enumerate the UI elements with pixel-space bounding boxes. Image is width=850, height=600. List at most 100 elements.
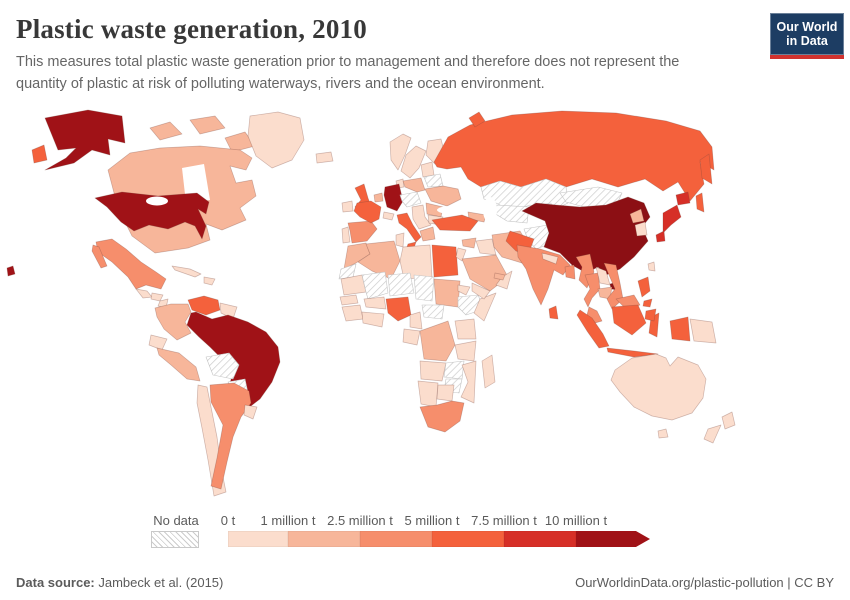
country-sri-lanka[interactable] <box>548 305 559 320</box>
country-ireland[interactable] <box>341 200 354 213</box>
country-honduras[interactable] <box>150 292 164 302</box>
country-thailand[interactable] <box>583 272 601 308</box>
legend-band-1[interactable] <box>288 531 360 547</box>
country-israel-jordan[interactable] <box>455 247 467 262</box>
country-hispaniola[interactable] <box>203 276 216 286</box>
country-bolivia[interactable] <box>205 352 240 380</box>
country-dr-congo[interactable] <box>419 320 456 362</box>
country-chad[interactable] <box>413 274 435 302</box>
country-new-zealand-north[interactable] <box>721 411 736 430</box>
country-turkey[interactable] <box>431 214 479 232</box>
country-somalia[interactable] <box>473 292 497 322</box>
country-car[interactable] <box>421 304 445 320</box>
country-philippines-mindanao[interactable] <box>644 308 657 322</box>
legend-band-0[interactable] <box>228 531 288 547</box>
country-burkina-faso[interactable] <box>363 296 387 310</box>
country-taiwan[interactable] <box>647 261 656 272</box>
country-baltics[interactable] <box>420 161 435 178</box>
country-botswana[interactable] <box>436 384 455 402</box>
country-north-korea[interactable] <box>629 208 645 224</box>
country-zambia[interactable] <box>443 360 465 380</box>
legend-band-3[interactable] <box>432 531 504 547</box>
country-cameroon[interactable] <box>409 311 423 330</box>
country-russia-chukotka[interactable] <box>31 144 48 164</box>
legend-band-4[interactable] <box>504 531 576 547</box>
country-russia[interactable] <box>433 110 715 202</box>
legend-band-2[interactable] <box>360 531 432 547</box>
country-france[interactable] <box>353 200 382 224</box>
country-china[interactable] <box>521 196 651 276</box>
country-indonesia-papua[interactable] <box>669 316 691 342</box>
country-germany[interactable] <box>383 183 404 212</box>
country-oman[interactable] <box>495 270 513 290</box>
country-japan-hokkaido[interactable] <box>675 191 691 206</box>
legend-no-data-swatch[interactable] <box>151 531 199 548</box>
owid-logo[interactable]: Our World in Data <box>770 13 844 59</box>
country-eritrea[interactable] <box>457 284 471 296</box>
country-papua-new-guinea[interactable] <box>689 318 717 344</box>
country-new-zealand-south[interactable] <box>703 424 722 444</box>
country-south-korea[interactable] <box>634 221 648 237</box>
country-japan-kyushu[interactable] <box>655 230 666 243</box>
country-italy[interactable] <box>396 212 422 243</box>
country-canada-arctic-2[interactable] <box>189 115 226 135</box>
country-philippines-visayas[interactable] <box>642 298 653 308</box>
country-cuba[interactable] <box>171 265 202 278</box>
country-united-states-alaska[interactable] <box>44 109 126 171</box>
country-angola[interactable] <box>419 360 447 382</box>
country-australia[interactable] <box>610 353 707 421</box>
country-indonesia-sumatra[interactable] <box>576 309 610 349</box>
country-united-states-hawaii[interactable] <box>6 265 16 277</box>
country-norway[interactable] <box>389 133 412 171</box>
country-indonesia-kalimantan[interactable] <box>611 304 647 336</box>
footer-credit-link[interactable]: OurWorldinData.org/plastic-pollution | C… <box>575 575 834 590</box>
country-indonesia-java[interactable] <box>606 347 659 358</box>
country-colombia[interactable] <box>154 303 192 341</box>
country-yemen[interactable] <box>471 282 491 300</box>
country-bangladesh[interactable] <box>564 264 576 280</box>
country-morocco[interactable] <box>343 242 371 270</box>
country-united-states[interactable] <box>94 191 210 240</box>
country-mexico-baja[interactable] <box>91 244 108 269</box>
country-vietnam[interactable] <box>603 262 624 310</box>
country-mozambique[interactable] <box>460 360 477 404</box>
country-tanzania[interactable] <box>454 340 477 362</box>
country-ukraine[interactable] <box>424 185 462 207</box>
country-portugal[interactable] <box>341 226 351 244</box>
country-madagascar[interactable] <box>481 354 496 389</box>
country-peru[interactable] <box>156 347 201 382</box>
country-balkans[interactable] <box>411 204 432 230</box>
country-mexico[interactable] <box>95 238 167 290</box>
country-nigeria[interactable] <box>385 296 412 322</box>
country-niger[interactable] <box>387 272 415 297</box>
country-poland[interactable] <box>402 177 426 193</box>
country-philippines-luzon[interactable] <box>637 276 651 298</box>
legend-band-5-arrow[interactable] <box>576 531 650 547</box>
country-uganda-kenya[interactable] <box>454 318 477 340</box>
country-uruguay[interactable] <box>243 404 258 420</box>
country-namibia[interactable] <box>417 380 439 408</box>
country-russia-novaya-zemlya[interactable] <box>468 111 486 128</box>
country-russia-kamchatka[interactable] <box>699 153 713 185</box>
country-malaysia-peninsula[interactable] <box>586 306 603 324</box>
country-uae[interactable] <box>493 272 506 281</box>
country-south-africa[interactable] <box>419 400 465 433</box>
country-venezuela[interactable] <box>187 295 221 316</box>
country-sudan[interactable] <box>433 278 461 308</box>
country-japan-honshu[interactable] <box>662 204 682 234</box>
country-uzbekistan-turkmenistan[interactable] <box>493 204 530 224</box>
country-nepal[interactable] <box>541 252 559 265</box>
country-benelux[interactable] <box>373 192 384 203</box>
country-russia-sakhalin[interactable] <box>695 192 705 213</box>
country-guatemala[interactable] <box>135 288 153 299</box>
country-syria[interactable] <box>461 237 477 249</box>
country-mali[interactable] <box>361 271 389 300</box>
country-argentina[interactable] <box>209 382 252 490</box>
country-mauritania[interactable] <box>340 274 367 296</box>
country-ecuador[interactable] <box>148 334 168 351</box>
country-gabon-congo[interactable] <box>402 328 421 346</box>
country-switzerland[interactable] <box>382 211 395 221</box>
country-tunisia[interactable] <box>395 232 405 248</box>
country-canada-arctic-1[interactable] <box>149 121 183 141</box>
country-spain[interactable] <box>347 220 378 244</box>
